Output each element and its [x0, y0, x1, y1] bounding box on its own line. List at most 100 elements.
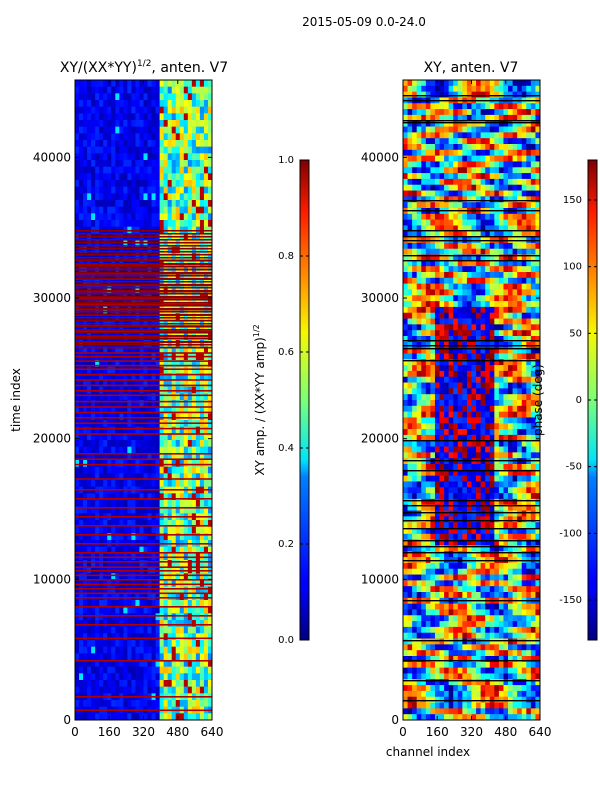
heat2-cell: [489, 103, 495, 110]
heat2-cell: [512, 312, 518, 319]
heat1-cell: [179, 360, 185, 367]
heat1-band: [75, 284, 212, 286]
heat1-cell: [203, 253, 209, 261]
heat2-cell: [494, 359, 500, 366]
heat1-cell: [199, 93, 205, 101]
heat1-cell: [147, 593, 152, 601]
heat1-cell: [99, 446, 104, 454]
heat1-cell: [99, 453, 104, 461]
heat1-cell: [83, 473, 88, 481]
heat1-cell: [91, 600, 96, 607]
heat2-cell: [407, 213, 413, 220]
heat2-cell: [412, 167, 417, 174]
heat1-cell: [83, 120, 88, 127]
heat2-cell: [412, 173, 417, 180]
heat1-cell: [159, 86, 164, 94]
heat2-cell: [512, 149, 518, 156]
heat1-cell: [87, 653, 92, 661]
heat2-cell: [407, 144, 413, 151]
heat1-cell: [91, 500, 96, 507]
heat1-band: [75, 516, 212, 518]
heat1-cell: [131, 573, 136, 581]
heat1-cell: [187, 546, 193, 554]
heat1-cell: [127, 406, 132, 414]
heat1-cell: [195, 106, 201, 114]
heat1-cell: [155, 360, 160, 367]
heat2-cell: [526, 370, 532, 378]
heat1-cell: [155, 140, 160, 147]
heat1-cell: [203, 560, 209, 567]
heat1-cell: [191, 686, 197, 694]
heat1-cell: [79, 166, 84, 174]
heat1-cell: [103, 666, 108, 674]
heat2-cell: [412, 242, 417, 250]
heat1-cell: [151, 393, 156, 401]
heat1-cell: [119, 426, 124, 434]
heat1-cell: [79, 586, 84, 594]
heat2-cell: [498, 324, 504, 331]
heat1-cell: [103, 480, 108, 487]
heat1-cell: [203, 520, 209, 527]
heat1-band: [75, 275, 212, 277]
heat1-cell: [123, 546, 128, 554]
heat1-cell: [107, 666, 112, 674]
heat1-cell: [135, 660, 140, 667]
heat2-cell: [430, 120, 436, 127]
heat1-cell: [135, 480, 140, 487]
heat2-cell: [434, 155, 440, 162]
heat2-cell: [434, 370, 440, 378]
heat1-cell: [115, 393, 120, 401]
heat1-cell: [115, 473, 120, 481]
heat2-cell: [489, 301, 495, 308]
heat2-cell: [489, 114, 495, 122]
heat1-cell: [99, 140, 104, 147]
heat1-cell: [179, 146, 185, 154]
heat2-cell: [489, 347, 495, 354]
heat2-cell: [530, 173, 536, 180]
heat1-cell: [83, 400, 88, 407]
heat1-cell: [75, 526, 80, 534]
heat1-cell: [167, 713, 173, 720]
heat1-cell: [171, 393, 177, 401]
heat1-cell: [183, 146, 189, 154]
heat1-cell: [115, 600, 120, 607]
heat1-cell: [115, 460, 120, 467]
heat1-cell: [179, 713, 185, 720]
heat1-cell: [99, 413, 104, 421]
heat1-cell: [175, 193, 181, 201]
heat2-cell: [434, 295, 440, 302]
heat1-band: [75, 254, 212, 256]
heat2-cell: [444, 196, 449, 203]
heat2-cell: [430, 370, 436, 378]
heat1-cell: [115, 153, 120, 161]
heat2-cell: [526, 248, 532, 255]
heat2-cell: [439, 382, 445, 389]
heat1-cell: [83, 593, 88, 601]
heat1-cell: [111, 606, 116, 614]
heat1-cell: [91, 613, 96, 621]
heat2-cell: [421, 231, 427, 238]
heat2-cell: [526, 91, 532, 98]
heat1-cell: [143, 573, 148, 581]
heat1-cell: [179, 593, 185, 601]
heat1-cell: [207, 80, 212, 87]
heat1-cell: [183, 246, 189, 254]
heat2-cell: [476, 138, 481, 145]
heat1-cell: [87, 146, 92, 154]
heat1-cell: [179, 526, 185, 534]
heat1-cell: [147, 160, 152, 167]
heat1-cell: [79, 313, 84, 321]
heat1-cell: [167, 480, 173, 487]
heat1-cell: [207, 113, 212, 121]
heat1-cell: [151, 686, 156, 694]
heat1-cell: [107, 380, 112, 387]
heat1-cell: [91, 713, 96, 720]
heat1-cell: [171, 520, 177, 527]
heat1-cell: [115, 480, 120, 487]
heat1-cell: [95, 166, 100, 174]
heat2-cell: [476, 254, 481, 261]
heat1-cell: [103, 166, 108, 174]
heat2-cell: [444, 126, 449, 133]
heat2-cell: [471, 277, 477, 284]
heat1-cell: [83, 93, 88, 101]
